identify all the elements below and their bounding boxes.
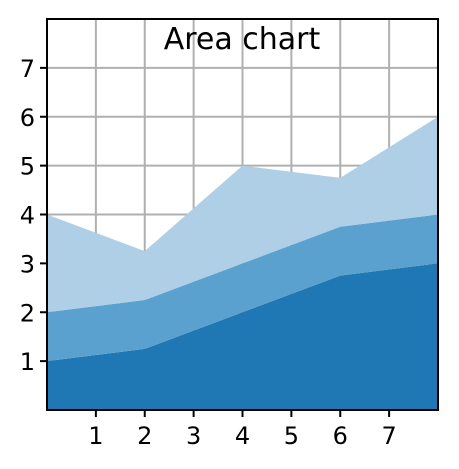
chart-title: Area chart <box>164 22 321 57</box>
y-tick-label: 6 <box>20 104 35 132</box>
area-series-3 <box>47 116 438 313</box>
x-tick-label: 5 <box>284 422 299 450</box>
y-tick-label: 4 <box>20 202 35 230</box>
x-tick-label: 2 <box>137 422 152 450</box>
y-axis-ticks: 1 2 3 4 5 6 7 <box>20 55 47 376</box>
area-layer <box>47 116 438 410</box>
area-series-1 <box>47 263 438 410</box>
x-tick-label: 6 <box>333 422 348 450</box>
y-tick-label: 2 <box>20 299 35 327</box>
x-tick-label: 1 <box>88 422 103 450</box>
x-axis-ticks: 1 2 3 4 5 6 7 <box>88 410 397 450</box>
y-tick-label: 3 <box>20 250 35 278</box>
x-tick-label: 3 <box>186 422 201 450</box>
area-series-2 <box>47 214 438 362</box>
y-tick-label: 1 <box>20 348 35 376</box>
y-tick-label: 5 <box>20 153 35 181</box>
x-tick-label: 7 <box>381 422 396 450</box>
x-tick-label: 4 <box>235 422 250 450</box>
y-tick-label: 7 <box>20 55 35 83</box>
